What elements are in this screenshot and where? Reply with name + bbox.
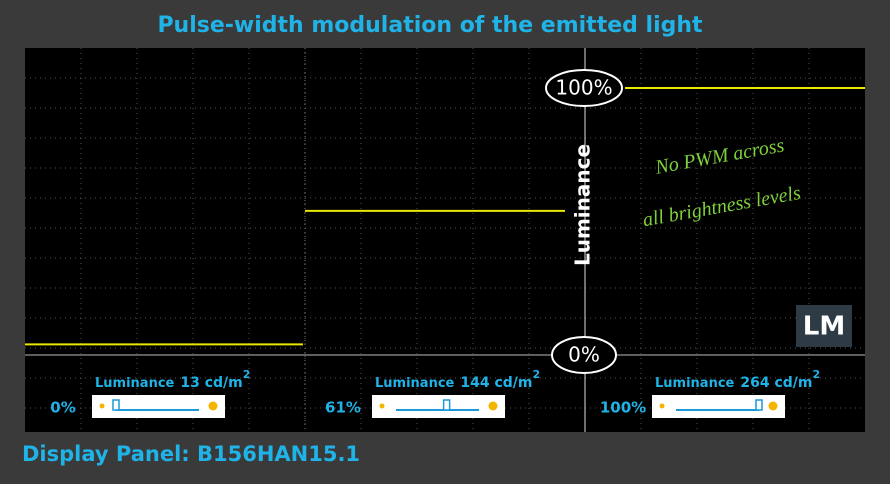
brightness-label: 0% bbox=[50, 399, 75, 417]
y-axis-label: Luminance bbox=[571, 144, 595, 266]
y-tick bbox=[551, 336, 617, 374]
slider-box bbox=[652, 395, 785, 418]
y-tick-label: 100% bbox=[555, 76, 612, 100]
slider-handle bbox=[112, 399, 120, 411]
chart-title: Pulse-width modulation of the emitted li… bbox=[157, 13, 703, 38]
luminance-value: 264 cd/m bbox=[740, 375, 812, 391]
slider-box bbox=[92, 395, 225, 418]
brightness-label: 100% bbox=[600, 399, 646, 417]
sun-large bbox=[208, 401, 218, 411]
slider-handle bbox=[755, 399, 763, 411]
luminance-label: Luminance bbox=[95, 376, 175, 391]
sun-large bbox=[768, 401, 778, 411]
luminance-value: 13 cd/m bbox=[180, 375, 242, 391]
sun-large bbox=[488, 401, 498, 411]
sun-small bbox=[99, 403, 105, 409]
luminance-label: Luminance bbox=[375, 376, 455, 391]
luminance-value: 144 cd/m bbox=[460, 375, 532, 391]
luminance-label: Luminance bbox=[655, 376, 735, 391]
luminance-text: Luminance 264 cd/m2 bbox=[655, 368, 820, 391]
slider-box bbox=[372, 395, 505, 418]
sun-small bbox=[659, 403, 665, 409]
unit-power: 2 bbox=[532, 368, 540, 381]
plot-area bbox=[25, 48, 865, 432]
y-tick bbox=[545, 69, 623, 108]
sun-small bbox=[379, 403, 385, 409]
y-tick-label: 0% bbox=[568, 343, 600, 367]
slider-handle bbox=[442, 399, 451, 411]
logo: LM bbox=[803, 312, 845, 342]
luminance-text: Luminance 144 cd/m2 bbox=[375, 368, 540, 391]
footer: Display Panel: B156HAN15.1 bbox=[22, 442, 360, 466]
unit-power: 2 bbox=[243, 368, 251, 381]
brightness-label: 61% bbox=[325, 399, 361, 417]
luminance-text: Luminance 13 cd/m2 bbox=[95, 368, 250, 391]
logo-box bbox=[796, 305, 852, 347]
unit-power: 2 bbox=[812, 368, 820, 381]
